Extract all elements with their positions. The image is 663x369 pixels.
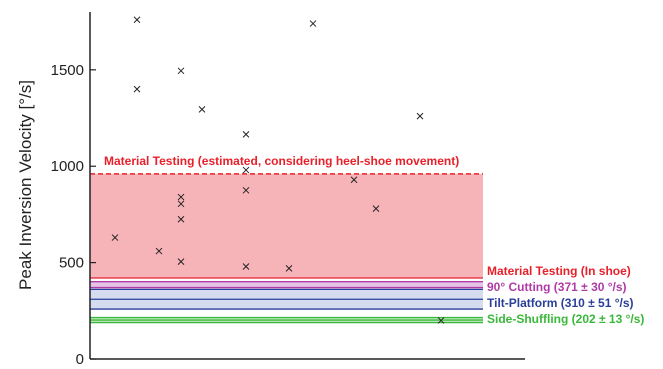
y-tick-label: 1000 <box>51 158 84 175</box>
data-point <box>198 105 206 113</box>
data-point <box>111 234 119 241</box>
data-point <box>285 265 293 272</box>
data-point <box>177 215 185 223</box>
band-cutting-label: 90° Cutting (371 ± 30 °/s) <box>487 280 627 294</box>
data-point <box>133 85 141 93</box>
data-point <box>133 16 141 24</box>
data-point <box>242 166 250 174</box>
data-point <box>242 186 250 194</box>
band-material-estimated-area <box>90 173 483 279</box>
data-point <box>437 317 445 324</box>
data-point <box>177 193 185 201</box>
band-shuffling-label: Side-Shuffling (202 ± 13 °/s) <box>487 312 644 326</box>
data-point <box>242 263 250 270</box>
y-tick-label: 0 <box>76 351 84 368</box>
band-material-estimated-label: Material Testing (estimated, considering… <box>104 154 459 168</box>
data-point <box>155 247 163 255</box>
data-point <box>372 205 380 212</box>
points-layer <box>111 16 445 324</box>
data-point <box>242 131 250 138</box>
data-point <box>177 67 185 75</box>
data-point <box>177 258 185 266</box>
y-tick-label: 500 <box>59 255 84 272</box>
band-tilt-label: Tilt-Platform (310 ± 51 °/s) <box>487 296 634 310</box>
ticks-layer: 0 500 1000 1500 <box>51 62 96 368</box>
data-point <box>416 112 424 120</box>
data-point <box>177 200 185 208</box>
labels-layer: Material Testing (estimated, considering… <box>104 154 644 326</box>
band-material-inshoe-label: Material Testing (In shoe) <box>487 264 631 278</box>
bands-layer <box>90 173 483 324</box>
data-point <box>309 20 317 27</box>
y-axis-label: Peak Inversion Velocity [°/s] <box>16 80 35 290</box>
data-point <box>350 176 358 184</box>
y-tick-label: 1500 <box>51 62 84 79</box>
